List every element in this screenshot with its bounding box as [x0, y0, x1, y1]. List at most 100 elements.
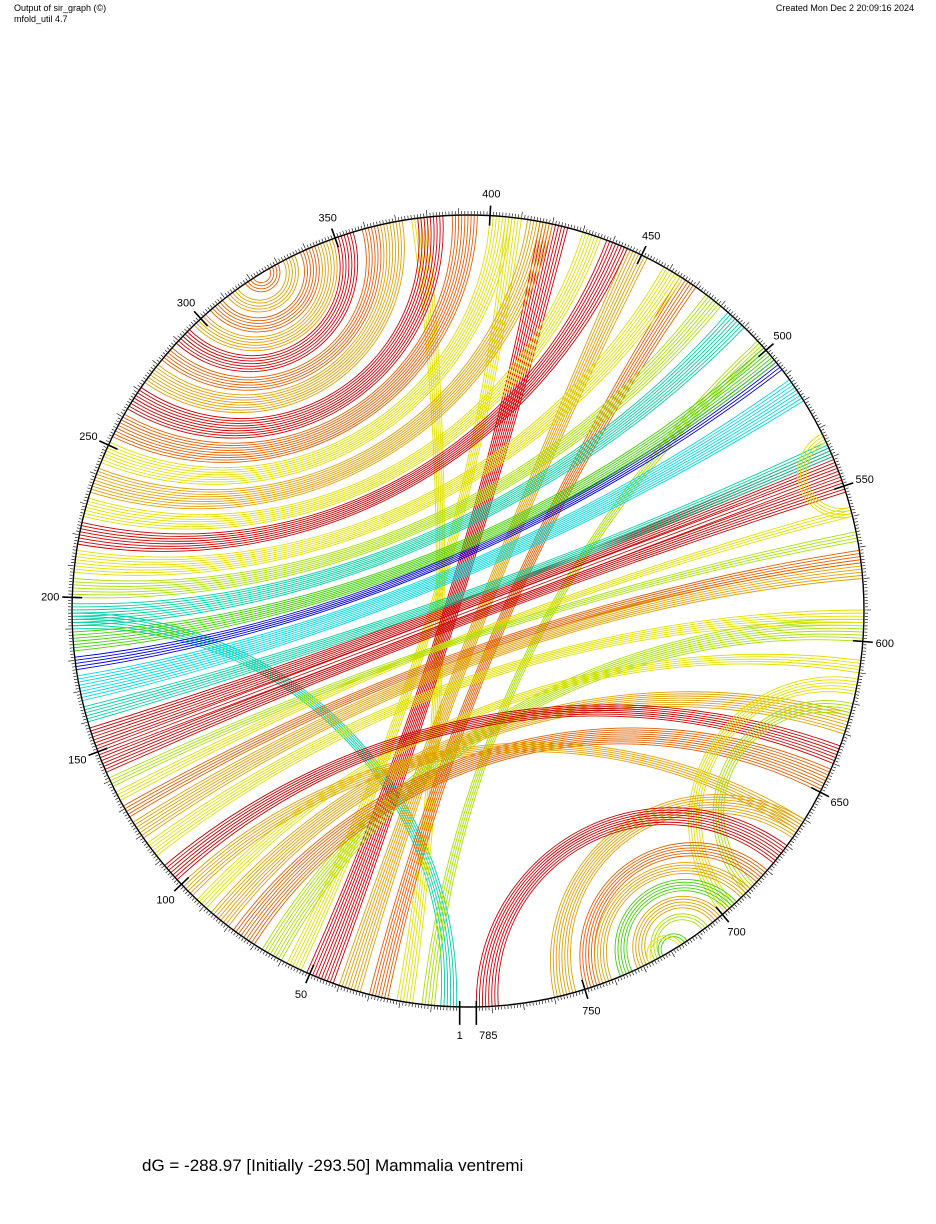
pair-arc [564, 806, 797, 994]
minor-tick [276, 959, 279, 963]
minor-tick [606, 236, 609, 240]
pair-arc [202, 243, 326, 341]
minor-tick [661, 261, 664, 265]
minor-tick [844, 737, 848, 739]
pair-arc [75, 364, 779, 664]
pair-arc [139, 217, 423, 422]
minor-tick [81, 508, 85, 511]
minor-tick [72, 533, 79, 535]
minor-tick [833, 453, 840, 457]
minor-tick [793, 838, 796, 841]
minor-tick [74, 681, 78, 684]
pair-arc [497, 824, 774, 1006]
minor-tick [535, 1002, 537, 1006]
minor-tick [261, 268, 264, 271]
version-line: mfold_util 4.7 [14, 14, 68, 24]
minor-tick [340, 987, 343, 991]
minor-tick [850, 502, 854, 505]
minor-tick [812, 411, 816, 415]
minor-tick [254, 946, 257, 950]
major-tick [810, 786, 830, 798]
pair-arc [183, 744, 804, 887]
minor-tick [596, 986, 599, 990]
pair-arc [72, 347, 765, 633]
pair-arc [78, 384, 794, 683]
pair-arc [269, 627, 864, 955]
minor-tick [842, 743, 846, 745]
minor-tick [336, 233, 339, 237]
minor-tick [298, 248, 300, 252]
minor-tick [797, 387, 801, 390]
minor-tick [636, 248, 638, 252]
minor-tick [68, 660, 75, 662]
minor-tick [660, 957, 663, 961]
minor-tick [663, 956, 666, 960]
minor-tick [846, 731, 850, 733]
pair-arc [166, 706, 840, 869]
minor-tick [552, 217, 555, 224]
pair-arc [802, 438, 852, 512]
minor-tick [837, 754, 841, 757]
pair-arc [80, 395, 801, 695]
position-label: 400 [482, 189, 500, 201]
minor-tick [800, 827, 804, 830]
pair-arc [203, 661, 860, 907]
pair-arc [430, 347, 765, 1006]
pair-arc [86, 233, 590, 520]
minor-tick [144, 374, 148, 377]
pair-arc [632, 895, 723, 969]
pair-arc [353, 254, 642, 991]
pair-arc [186, 236, 344, 359]
minor-tick [564, 223, 567, 227]
pair-arc [167, 227, 373, 383]
minor-tick [73, 678, 77, 680]
minor-tick [74, 536, 78, 539]
minor-tick [315, 240, 318, 244]
minor-tick [283, 255, 286, 259]
minor-tick [287, 965, 290, 969]
minor-tick [859, 678, 863, 680]
pair-arc [152, 618, 864, 852]
pair-arc [98, 219, 529, 491]
pair-arc [182, 234, 350, 365]
minor-tick [116, 420, 120, 423]
minor-tick [162, 352, 166, 355]
minor-tick [581, 991, 584, 995]
minor-tick [733, 313, 736, 317]
pair-arc [570, 812, 793, 993]
minor-tick [349, 990, 352, 994]
pair-arc [163, 226, 379, 389]
minor-tick [684, 943, 687, 947]
pair-arc [84, 235, 596, 525]
minor-tick [246, 941, 249, 945]
minor-tick [677, 271, 680, 275]
minor-tick [615, 239, 618, 243]
pair-arc [72, 352, 769, 639]
minor-tick [711, 294, 714, 298]
minor-tick [690, 280, 694, 283]
minor-tick [293, 968, 296, 972]
pair-arc [81, 239, 608, 535]
pair-arc [84, 236, 599, 528]
minor-tick [853, 706, 857, 709]
minor-tick [89, 471, 96, 475]
pair-arc [387, 286, 697, 999]
minor-tick [652, 962, 654, 966]
pair-arc [205, 244, 323, 338]
minor-tick [85, 728, 89, 730]
pair-arc [368, 276, 681, 995]
minor-tick [824, 434, 828, 437]
minor-tick [563, 996, 565, 1000]
pair-arc [90, 224, 553, 510]
pair-arc [150, 615, 864, 849]
minor-tick [118, 803, 122, 806]
position-label: 785 [479, 1030, 497, 1042]
minor-tick [810, 409, 814, 412]
minor-tick [850, 715, 854, 718]
pair-arc [115, 506, 851, 793]
minor-tick [289, 252, 292, 256]
minor-tick [847, 493, 851, 496]
pair-arc [74, 274, 678, 571]
minor-tick [774, 357, 778, 360]
minor-tick [767, 870, 773, 876]
